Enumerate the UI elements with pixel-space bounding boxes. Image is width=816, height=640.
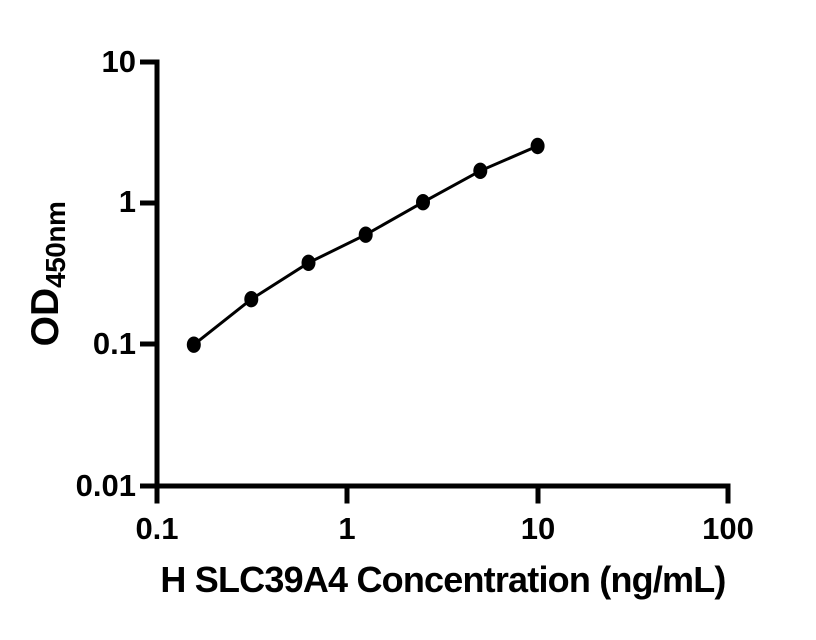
y-tick-label-0.1: 0.1 [92,325,136,361]
x-tick-label-0.1: 0.1 [135,511,179,546]
y-tick-label-0.01: 0.01 [75,467,136,503]
data-point-marker [358,226,373,243]
y-axis-title-subscript: 450nm [40,201,71,288]
standard-curve-line [192,144,539,346]
data-point-marker [473,162,488,179]
x-tick-label-1: 1 [338,511,356,546]
data-point-marker [186,336,201,353]
data-point-marker [301,254,316,271]
x-tick-label-100: 100 [702,511,754,546]
data-point-marker [530,137,545,155]
x-axis-title: H SLC39A4 Concentration (ng/mL) [160,559,726,600]
x-tick-label-10: 10 [520,511,556,546]
data-point-marker [416,194,430,211]
y-tick-label-1: 1 [118,183,136,219]
y-axis-title: OD450nm [24,201,71,347]
y-tick-label-10: 10 [101,43,136,79]
data-point-marker [244,291,259,308]
data-series-layer [186,137,545,353]
y-axis-title-main: OD [24,287,67,347]
